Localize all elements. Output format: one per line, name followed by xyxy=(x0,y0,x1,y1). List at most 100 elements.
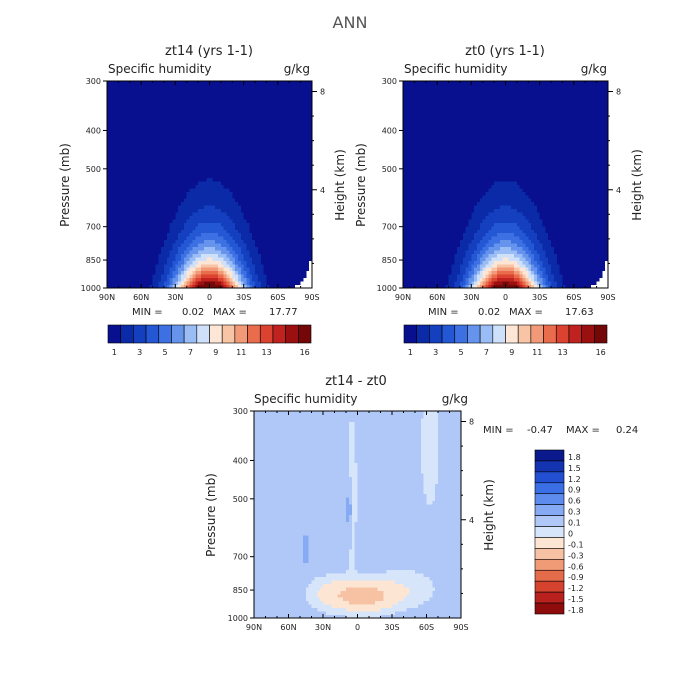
field-cell xyxy=(223,267,227,272)
field-cell xyxy=(163,225,168,230)
field-cell xyxy=(152,267,156,272)
field-cell xyxy=(226,274,230,279)
field-cell xyxy=(135,232,139,237)
field-cell xyxy=(158,181,162,185)
field-cell xyxy=(266,253,270,258)
field-cell xyxy=(135,139,139,144)
field-cell xyxy=(252,101,256,106)
field-cell xyxy=(178,105,182,109)
field-cell xyxy=(249,229,253,234)
field-cell xyxy=(132,222,136,227)
field-cell xyxy=(260,167,264,172)
field-cell xyxy=(107,222,111,227)
field-cell xyxy=(289,122,293,127)
field-cell xyxy=(212,139,216,144)
field-cell xyxy=(195,187,199,192)
field-cell xyxy=(158,236,162,241)
field-cell xyxy=(149,177,153,182)
field-cell xyxy=(218,208,222,213)
field-cell xyxy=(235,270,239,275)
field-cell xyxy=(249,177,253,182)
field-cell xyxy=(163,146,168,151)
field-cell xyxy=(246,163,250,168)
field-cell xyxy=(422,129,427,134)
x-tick-label: 60S xyxy=(270,293,285,302)
panel-1-stats: MIN = 0.02 MAX = 17.77 xyxy=(132,307,298,318)
field-cell xyxy=(163,87,168,92)
field-cell xyxy=(198,219,202,223)
field-cell xyxy=(212,174,216,178)
field-cell xyxy=(135,253,139,258)
field-cell xyxy=(292,125,296,130)
field-cell xyxy=(303,274,307,279)
field-cell xyxy=(420,81,424,85)
field-cell xyxy=(172,184,176,189)
field-cell xyxy=(181,163,185,168)
field-cell xyxy=(186,205,190,210)
field-cell xyxy=(272,150,276,154)
field-cell xyxy=(118,270,122,275)
field-cell xyxy=(126,219,131,223)
field-cell xyxy=(306,81,310,85)
field-cell xyxy=(186,236,190,241)
field-cell xyxy=(249,122,253,127)
field-cell xyxy=(235,167,239,172)
field-cell xyxy=(212,239,216,244)
field-cell xyxy=(303,239,307,244)
field-cell xyxy=(292,132,296,137)
field-cell xyxy=(138,170,142,175)
field-cell xyxy=(203,84,208,89)
field-cell xyxy=(181,115,185,120)
field-cell xyxy=(163,84,168,89)
field-cell xyxy=(126,239,131,244)
field-cell xyxy=(166,284,171,289)
field-cell xyxy=(107,239,111,244)
field-cell xyxy=(155,105,159,109)
field-cell xyxy=(422,87,427,92)
field-cell xyxy=(223,201,227,206)
field-cell xyxy=(403,143,407,147)
field-cell xyxy=(126,281,131,285)
field-cell xyxy=(408,229,412,234)
field-cell xyxy=(266,177,270,182)
field-cell xyxy=(149,225,153,230)
field-cell xyxy=(118,246,122,251)
field-cell xyxy=(422,260,427,265)
field-cell xyxy=(232,187,236,192)
field-cell xyxy=(403,91,407,96)
field-cell xyxy=(203,201,208,206)
field-cell xyxy=(266,84,270,89)
field-cell xyxy=(280,277,284,282)
field-cell xyxy=(152,250,156,254)
field-cell xyxy=(263,250,267,254)
field-cell xyxy=(223,260,227,265)
field-cell xyxy=(107,174,111,178)
field-cell xyxy=(255,115,259,120)
field-cell xyxy=(189,232,193,237)
field-cell xyxy=(269,239,273,244)
field-cell xyxy=(135,219,139,223)
field-cell xyxy=(172,194,176,199)
field-cell xyxy=(178,167,182,172)
field-cell xyxy=(124,222,128,227)
field-cell xyxy=(297,246,302,251)
field-cell xyxy=(144,163,148,168)
field-cell xyxy=(121,215,125,220)
field-cell xyxy=(146,129,151,134)
field-cell xyxy=(181,84,185,89)
field-cell xyxy=(192,236,196,241)
field-cell xyxy=(223,219,227,223)
field-cell xyxy=(107,146,111,151)
field-cell xyxy=(169,125,173,130)
field-cell xyxy=(297,253,302,258)
field-cell xyxy=(155,215,159,220)
field-cell xyxy=(283,115,287,120)
field-cell xyxy=(163,132,168,137)
field-cell xyxy=(152,284,156,289)
field-cell xyxy=(203,253,208,258)
field-cell xyxy=(249,84,253,89)
field-cell xyxy=(166,229,171,234)
field-cell xyxy=(172,129,176,134)
field-cell xyxy=(218,198,222,203)
field-cell xyxy=(195,170,199,175)
